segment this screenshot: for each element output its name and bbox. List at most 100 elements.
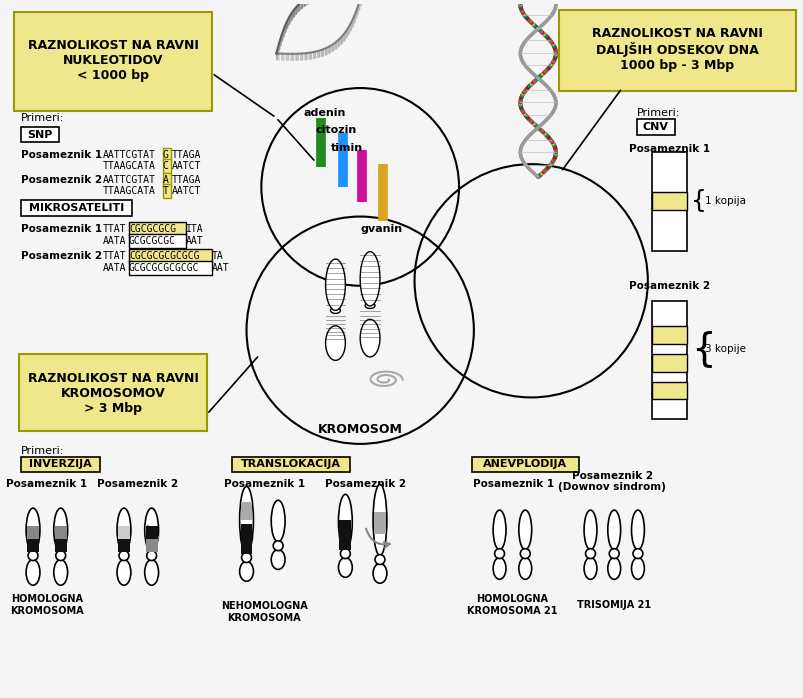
- Bar: [162, 184, 171, 198]
- Text: Primeri:: Primeri:: [21, 112, 64, 123]
- Ellipse shape: [271, 549, 285, 570]
- Ellipse shape: [330, 308, 340, 313]
- Ellipse shape: [360, 320, 380, 357]
- Ellipse shape: [145, 508, 158, 551]
- Ellipse shape: [26, 508, 40, 551]
- Text: AATA: AATA: [103, 263, 127, 273]
- Bar: [651, 382, 687, 399]
- Bar: [240, 524, 252, 554]
- Text: GCGCGCGCGCGC: GCGCGCGCGCGC: [128, 263, 199, 273]
- Circle shape: [585, 549, 595, 558]
- Bar: [162, 149, 171, 162]
- Text: TTAGA: TTAGA: [171, 150, 201, 161]
- FancyBboxPatch shape: [471, 456, 578, 472]
- Circle shape: [55, 551, 66, 560]
- Ellipse shape: [373, 484, 386, 556]
- Ellipse shape: [607, 510, 620, 549]
- Ellipse shape: [325, 326, 345, 360]
- FancyBboxPatch shape: [19, 354, 206, 431]
- Text: Posameznik 1: Posameznik 1: [223, 480, 304, 489]
- Ellipse shape: [630, 558, 643, 579]
- Text: INVERZIJA: INVERZIJA: [29, 459, 92, 468]
- Ellipse shape: [338, 558, 352, 577]
- Text: TA: TA: [212, 251, 223, 261]
- Bar: [55, 537, 67, 551]
- Ellipse shape: [239, 561, 253, 581]
- Text: G: G: [162, 150, 168, 161]
- Text: {: {: [691, 330, 715, 368]
- Bar: [651, 326, 687, 344]
- Ellipse shape: [518, 558, 531, 579]
- Ellipse shape: [518, 510, 531, 549]
- Text: RAZNOLIKOST NA RAVNI
KROMOSOMOV
> 3 Mbp: RAZNOLIKOST NA RAVNI KROMOSOMOV > 3 Mbp: [27, 372, 198, 415]
- Bar: [162, 173, 171, 187]
- Bar: [145, 526, 157, 540]
- Bar: [27, 537, 39, 551]
- Text: GCGCGCGC: GCGCGCGC: [128, 236, 176, 246]
- Text: HOMOLOGNA
KROMOSOMA: HOMOLOGNA KROMOSOMA: [10, 594, 84, 616]
- Text: TRISOMIJA 21: TRISOMIJA 21: [577, 600, 650, 610]
- Text: ITA: ITA: [186, 224, 204, 235]
- Ellipse shape: [583, 558, 596, 579]
- Text: A: A: [162, 175, 168, 185]
- Ellipse shape: [117, 560, 131, 585]
- Text: gvanin: gvanin: [360, 224, 402, 235]
- Text: TRANSLOKACIJA: TRANSLOKACIJA: [241, 459, 340, 468]
- Text: Posameznik 2: Posameznik 2: [628, 281, 709, 291]
- Text: ANEVPLODIJA: ANEVPLODIJA: [483, 459, 567, 468]
- FancyBboxPatch shape: [21, 126, 59, 142]
- Ellipse shape: [271, 500, 285, 542]
- Bar: [373, 512, 385, 534]
- Text: Posameznik 1: Posameznik 1: [472, 480, 553, 489]
- Text: AATCT: AATCT: [171, 186, 201, 196]
- Text: 1 kopija: 1 kopija: [704, 195, 745, 206]
- Bar: [118, 526, 130, 540]
- FancyBboxPatch shape: [14, 12, 212, 111]
- Text: AAT: AAT: [212, 263, 230, 273]
- Ellipse shape: [145, 560, 158, 585]
- Bar: [55, 526, 67, 540]
- Text: NEHOMOLOGNA
KROMOSOMA: NEHOMOLOGNA KROMOSOMA: [221, 601, 308, 623]
- Bar: [651, 152, 687, 251]
- Text: AATCT: AATCT: [171, 161, 201, 171]
- Text: MIKROSATELITI: MIKROSATELITI: [29, 202, 124, 213]
- Text: TTAT: TTAT: [103, 251, 127, 261]
- Ellipse shape: [360, 252, 380, 306]
- Circle shape: [340, 549, 350, 558]
- Circle shape: [146, 551, 157, 560]
- FancyBboxPatch shape: [558, 10, 795, 91]
- Text: CGCGCGCGCGCG: CGCGCGCGCGCG: [128, 251, 199, 261]
- Text: Posameznik 2: Posameznik 2: [21, 175, 102, 185]
- Text: Posameznik 2
(Downov sindrom): Posameznik 2 (Downov sindrom): [557, 470, 666, 492]
- Text: AAT: AAT: [186, 236, 204, 246]
- Ellipse shape: [365, 302, 374, 309]
- Text: {: {: [691, 188, 707, 213]
- Text: Primeri:: Primeri:: [21, 446, 64, 456]
- Circle shape: [28, 551, 38, 560]
- Text: CGCGCGCG: CGCGCGCG: [128, 224, 176, 235]
- Bar: [128, 223, 186, 237]
- Text: Posameznik 2: Posameznik 2: [21, 251, 102, 261]
- Text: TTAT: TTAT: [103, 224, 127, 235]
- Text: timin: timin: [330, 143, 362, 154]
- Circle shape: [632, 549, 642, 558]
- Ellipse shape: [630, 510, 643, 549]
- Text: AATTCGTAT: AATTCGTAT: [103, 175, 156, 185]
- Ellipse shape: [583, 510, 596, 549]
- Text: RAZNOLIKOST NA RAVNI
NUKLEOTIDOV
< 1000 bp: RAZNOLIKOST NA RAVNI NUKLEOTIDOV < 1000 …: [27, 39, 198, 82]
- FancyBboxPatch shape: [21, 200, 132, 216]
- Text: adenin: adenin: [304, 107, 346, 118]
- Text: T: T: [162, 186, 168, 196]
- Text: Posameznik 1: Posameznik 1: [6, 480, 88, 489]
- Circle shape: [494, 549, 503, 558]
- Ellipse shape: [492, 558, 505, 579]
- Text: RAZNOLIKOST NA RAVNI
DALJŠIH ODSEKOV DNA
1000 bp - 3 Mbp: RAZNOLIKOST NA RAVNI DALJŠIH ODSEKOV DNA…: [591, 27, 762, 72]
- Text: CNV: CNV: [642, 121, 668, 132]
- Bar: [240, 502, 252, 520]
- Text: Posameznik 1: Posameznik 1: [628, 144, 709, 154]
- Bar: [27, 526, 39, 540]
- Circle shape: [241, 553, 251, 563]
- Text: AATA: AATA: [103, 236, 127, 246]
- FancyBboxPatch shape: [231, 456, 350, 472]
- Bar: [651, 192, 687, 209]
